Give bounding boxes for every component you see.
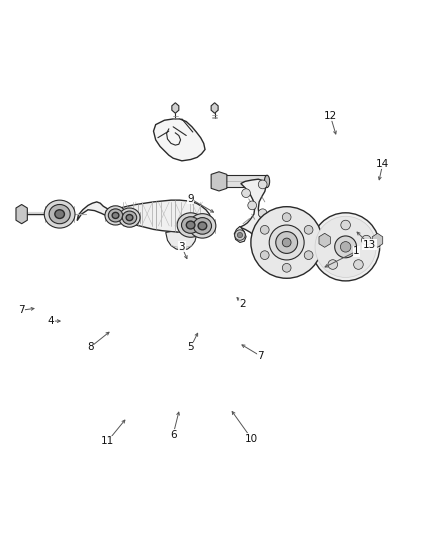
Circle shape <box>283 263 291 272</box>
Polygon shape <box>153 119 205 161</box>
Circle shape <box>320 235 330 245</box>
Polygon shape <box>219 175 267 188</box>
Circle shape <box>242 189 251 198</box>
Text: 9: 9 <box>187 194 194 204</box>
Ellipse shape <box>265 175 270 188</box>
Circle shape <box>269 225 304 260</box>
Text: 14: 14 <box>376 159 389 169</box>
Text: 3: 3 <box>179 242 185 252</box>
Circle shape <box>283 213 291 222</box>
Ellipse shape <box>119 208 140 227</box>
Polygon shape <box>234 227 246 243</box>
Circle shape <box>340 241 351 252</box>
Polygon shape <box>16 205 27 224</box>
Polygon shape <box>240 179 283 264</box>
Ellipse shape <box>181 217 200 233</box>
Circle shape <box>335 236 357 258</box>
Polygon shape <box>77 200 211 232</box>
Circle shape <box>315 216 376 277</box>
Ellipse shape <box>55 210 64 219</box>
Circle shape <box>235 230 245 240</box>
Text: 10: 10 <box>245 434 258 444</box>
Circle shape <box>260 225 269 234</box>
Circle shape <box>251 207 322 278</box>
Text: 11: 11 <box>101 436 114 446</box>
Ellipse shape <box>44 200 75 228</box>
Ellipse shape <box>112 212 119 219</box>
Circle shape <box>258 180 267 189</box>
Circle shape <box>276 231 297 253</box>
Text: 4: 4 <box>48 316 54 326</box>
Circle shape <box>248 201 257 210</box>
Circle shape <box>353 260 363 269</box>
Ellipse shape <box>122 211 137 224</box>
Ellipse shape <box>108 209 123 222</box>
Ellipse shape <box>193 217 212 234</box>
Circle shape <box>311 213 380 281</box>
Circle shape <box>283 238 291 247</box>
Text: 7: 7 <box>257 351 264 361</box>
Circle shape <box>258 209 267 217</box>
Circle shape <box>237 232 243 238</box>
Circle shape <box>328 260 338 269</box>
Text: 7: 7 <box>18 305 25 315</box>
Ellipse shape <box>186 221 195 229</box>
Ellipse shape <box>177 213 204 237</box>
Text: 6: 6 <box>170 430 177 440</box>
Circle shape <box>260 251 269 260</box>
Polygon shape <box>211 103 218 113</box>
Polygon shape <box>372 233 383 247</box>
Polygon shape <box>319 233 330 247</box>
Ellipse shape <box>49 205 70 224</box>
Text: 13: 13 <box>363 240 376 249</box>
Circle shape <box>362 235 371 245</box>
Ellipse shape <box>126 215 133 221</box>
Text: 8: 8 <box>87 342 93 352</box>
Polygon shape <box>211 172 227 191</box>
Text: 2: 2 <box>240 298 246 309</box>
Ellipse shape <box>105 206 126 225</box>
Polygon shape <box>166 231 197 250</box>
Text: 5: 5 <box>187 342 194 352</box>
Circle shape <box>341 220 350 230</box>
Polygon shape <box>172 103 179 113</box>
Circle shape <box>304 225 313 234</box>
Ellipse shape <box>189 214 216 238</box>
Circle shape <box>304 251 313 260</box>
Text: 12: 12 <box>324 111 337 121</box>
Circle shape <box>262 237 271 246</box>
Text: 1: 1 <box>353 246 360 256</box>
Ellipse shape <box>198 222 207 230</box>
